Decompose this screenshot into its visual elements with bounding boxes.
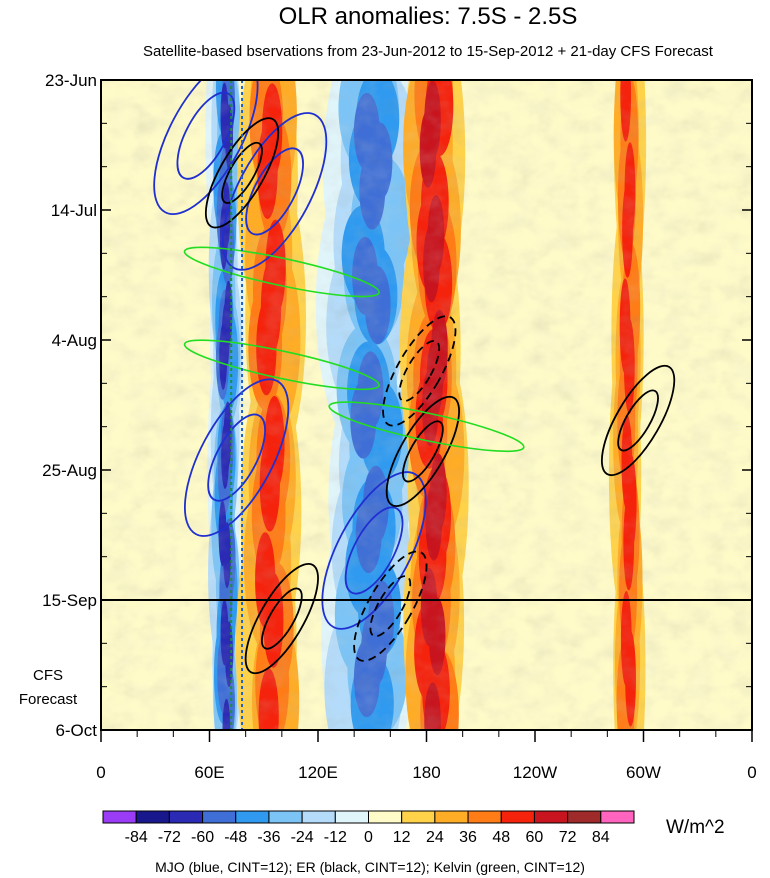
colorbar-swatch [500,810,535,824]
er-contour [402,420,444,483]
colorbar-label: -12 [324,829,347,846]
colorbar-swatch [467,810,502,824]
er-contour [353,550,428,662]
colorbar-swatch [434,810,469,824]
colorbar-label: -60 [191,829,214,846]
plot-area [101,80,752,730]
er-contour [385,395,460,508]
er-contour [261,587,303,650]
colorbar-label: 48 [492,829,510,846]
er-contour [398,339,441,402]
colorbar-swatch [102,810,137,824]
y-tick-label: 6-Oct [55,721,97,740]
colorbar-swatch [567,810,602,824]
colorbar-swatch [202,810,237,824]
colorbar-swatch [301,810,336,824]
colorbar-swatch [368,810,403,824]
er-contour [600,364,676,477]
er-contour [617,389,659,452]
chart-title: OLR anomalies: 7.5S - 2.5S [279,3,578,30]
x-tick-label: 60W [626,763,661,782]
er-contour [244,562,319,675]
colorbar-swatch [268,810,303,824]
colorbar-label: -24 [291,829,314,846]
colorbar-label: -84 [125,829,148,846]
mjo-contour [221,112,328,271]
colorbar-label: 60 [526,829,544,846]
colorbar-swatch [235,810,270,824]
mjo-contour [245,147,304,236]
colorbar-label: 0 [364,829,373,846]
er-contour [369,575,412,638]
x-tick-label: 0 [747,763,756,782]
y-tick-label: 23-Jun [45,71,97,90]
mjo-contour [184,378,290,537]
x-axis: 0 60E 120E 180 120W 60W 0 [96,730,757,782]
colorbar-swatch [168,810,204,824]
mjo-contour [321,471,427,630]
y-tick-label: 4-Aug [52,331,97,350]
colorbar-label: 36 [459,829,477,846]
colorbar-label: 24 [426,829,444,846]
reference-longitude-lines [230,80,244,730]
x-tick-label: 180 [412,763,440,782]
x-tick-label: 120E [298,763,338,782]
colorbar-swatch [334,810,369,824]
colorbar-swatch [533,810,569,824]
colorbar-label: 12 [393,829,411,846]
forecast-label-line2: Forecast [19,691,78,708]
colorbar-swatch [135,810,170,824]
colorbar-swatch [600,810,635,824]
colorbar-label: -48 [224,829,247,846]
y-tick-label: 14-Jul [51,201,97,220]
filtered-wave-contours [153,80,676,675]
colorbar: -84 -72 -60 -48 -36 -24 -12 0 12 24 36 48 60 72 84 [102,810,635,846]
noise-texture [101,80,752,730]
mjo-contour [344,506,404,595]
er-contour [382,315,457,427]
mjo-contour [176,91,236,180]
kelvin-contour [183,246,380,298]
kelvin-contour [328,401,525,453]
forecast-label-line1: CFS [33,667,63,684]
x-tick-label: 120W [513,763,557,782]
colorbar-label: -72 [158,829,181,846]
y-tick-label: 25-Aug [42,461,97,480]
colorbar-swatch [401,810,436,824]
er-contour [204,117,280,229]
colorbar-unit: W/m^2 [666,817,725,838]
colorbar-label: 84 [592,829,610,846]
chart-subtitle: Satellite-based bservations from 23-Jun-… [143,43,714,60]
kelvin-contour [183,339,380,391]
y-tick-label: 15-Sep [42,591,97,610]
x-tick-label: 60E [194,763,224,782]
colorbar-label: 72 [559,829,577,846]
colorbar-label: -36 [257,829,280,846]
x-tick-label: 0 [96,763,105,782]
mjo-contour [153,80,259,215]
mjo-contour [207,413,266,502]
footer-legend: MJO (blue, CINT=12); ER (black, CINT=12)… [155,859,585,875]
